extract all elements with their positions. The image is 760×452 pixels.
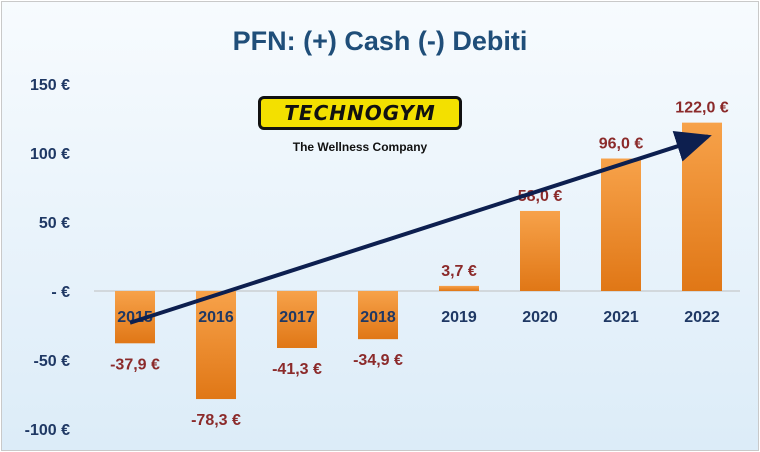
y-tick-label: 150 € [30,77,70,94]
x-tick-label: 2016 [198,309,234,326]
value-label: -37,9 € [110,356,160,373]
x-tick-label: 2015 [117,309,153,326]
chart-title: PFN: (+) Cash (-) Debiti [233,26,528,56]
x-tick-label: 2018 [360,309,396,326]
technogym-logo: TECHNOGYM [258,96,462,130]
y-tick-label: -100 € [25,422,70,439]
logo-wordmark: TECHNOGYM [284,101,436,125]
y-tick-label: -50 € [34,353,71,370]
bars [115,122,722,400]
bar [196,291,236,400]
bar [358,291,398,340]
value-label: 122,0 € [675,100,728,117]
x-axis-ticks: 2015 2016 2017 2018 2019 2020 2021 2022 [117,309,720,326]
value-label: -78,3 € [191,412,241,429]
value-label: -34,9 € [353,352,403,369]
y-tick-label: 100 € [30,146,70,163]
x-tick-label: 2020 [522,309,558,326]
y-tick-label: - € [51,284,70,301]
value-label: 3,7 € [441,263,477,280]
bar [520,210,560,291]
value-label: -41,3 € [272,361,322,378]
bar [277,291,317,348]
logo-tagline: The Wellness Company [292,140,428,154]
x-tick-label: 2021 [603,309,639,326]
y-tick-label: 50 € [39,215,70,232]
x-tick-label: 2017 [279,309,315,326]
value-label: 96,0 € [599,136,644,153]
x-tick-label: 2019 [441,309,477,326]
x-tick-label: 2022 [684,309,720,326]
bar [439,285,479,291]
bar [682,122,722,291]
trend-arrow [129,131,712,325]
bar [601,158,641,291]
value-labels: -37,9 €-78,3 €-41,3 €-34,9 €3,7 €58,0 €9… [110,100,729,429]
y-axis-ticks: 150 € 100 € 50 € - € -50 € -100 € [25,77,70,439]
